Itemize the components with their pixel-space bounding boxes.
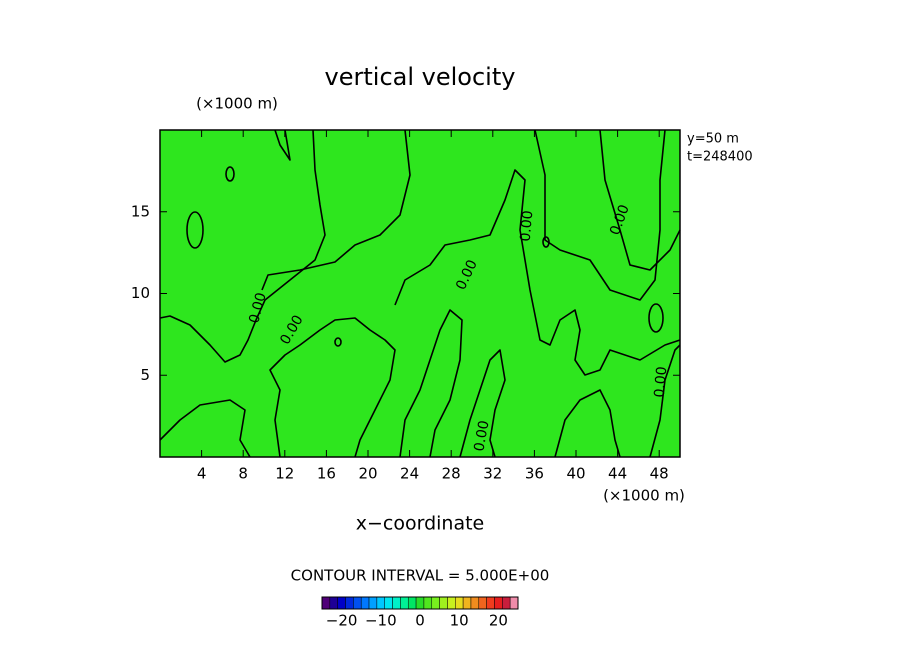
- contour-line: [274, 129, 291, 161]
- contour-label: 0.00: [471, 419, 492, 452]
- x-unit: (×1000 m): [603, 487, 685, 505]
- colorbar-cell: [462, 596, 472, 610]
- x-tick-label: 16: [317, 465, 336, 483]
- y-tick-label: 15: [131, 202, 150, 220]
- colorbar-cell: [439, 596, 448, 610]
- x-tick-label: 32: [483, 465, 502, 483]
- contour-line: [334, 337, 342, 347]
- colorbar-cell: [345, 596, 354, 610]
- contour-line: [269, 317, 396, 458]
- colorbar-cell: [376, 596, 385, 610]
- colorbar-cell: [447, 596, 456, 610]
- x-tick-label: 12: [275, 465, 294, 483]
- x-tick-label: 44: [608, 465, 627, 483]
- colorbar-cell: [486, 596, 495, 610]
- y-tick-label: 5: [140, 366, 150, 384]
- chart-title: vertical velocity: [325, 63, 516, 91]
- contour-interval: CONTOUR INTERVAL = 5.000E+00: [291, 567, 550, 585]
- x-label: x−coordinate: [356, 513, 485, 535]
- colorbar-cell: [407, 596, 417, 610]
- contour-line: [394, 169, 681, 376]
- annotation: t=248400: [687, 150, 753, 165]
- contour-line: [534, 129, 666, 301]
- colorbar-cell: [478, 596, 487, 610]
- colorbar-cell: [423, 596, 433, 610]
- colorbar-cell: [470, 596, 480, 610]
- contour-line: [459, 349, 506, 458]
- x-tick-label: 4: [197, 465, 207, 483]
- colorbar-cell: [502, 596, 511, 610]
- colorbar-cell: [337, 596, 346, 610]
- colorbar-cell: [321, 596, 331, 610]
- field: [160, 130, 680, 457]
- x-tick-label: 36: [525, 465, 544, 483]
- colorbar-tick-label: 10: [450, 612, 469, 630]
- colorbar-cell: [431, 596, 440, 610]
- contour-line: [599, 129, 681, 271]
- contour-line: [648, 303, 664, 333]
- colorbar-cell: [455, 596, 464, 610]
- contour-line: [649, 344, 681, 458]
- contour-label: 0.00: [518, 210, 537, 242]
- x-tick-label: 24: [400, 465, 419, 483]
- colorbar-cell: [415, 596, 425, 610]
- x-tick-label: 8: [238, 465, 248, 483]
- colorbar-tick-label: 0: [415, 612, 425, 630]
- contour-label: 0.00: [246, 291, 270, 325]
- annotation: y=50 m: [687, 132, 739, 147]
- colorbar-tick-label: −10: [365, 612, 397, 630]
- contour-line: [225, 166, 235, 182]
- colorbar-tick-label: 20: [489, 612, 508, 630]
- contour-line: [542, 236, 550, 248]
- contour-line: [186, 211, 204, 249]
- colorbar-cell: [400, 596, 409, 610]
- colorbar-cell: [392, 596, 401, 610]
- contour-line: [159, 399, 251, 458]
- colorbar-cell: [494, 596, 503, 610]
- contour-line: [554, 389, 621, 458]
- contour-line: [261, 129, 411, 291]
- y-tick-label: 10: [131, 284, 150, 302]
- contour-label: 0.00: [652, 366, 671, 398]
- x-tick-label: 40: [566, 465, 585, 483]
- colorbar-cell: [353, 596, 362, 610]
- contours: [159, 129, 681, 458]
- colorbar-frame: [321, 596, 519, 610]
- colorbar-cell: [509, 596, 519, 610]
- contour-line: [399, 309, 463, 458]
- x-tick-label: 48: [650, 465, 669, 483]
- colorbar-cell: [384, 596, 393, 610]
- colorbar-tick-label: −20: [326, 612, 358, 630]
- colorbar-cell: [368, 596, 378, 610]
- colorbar-cell: [329, 596, 338, 610]
- x-tick-label: 28: [442, 465, 461, 483]
- y-unit: (×1000 m): [196, 95, 278, 113]
- contour-line: [159, 129, 326, 363]
- colorbar-cell: [360, 596, 370, 610]
- x-tick-label: 20: [358, 465, 377, 483]
